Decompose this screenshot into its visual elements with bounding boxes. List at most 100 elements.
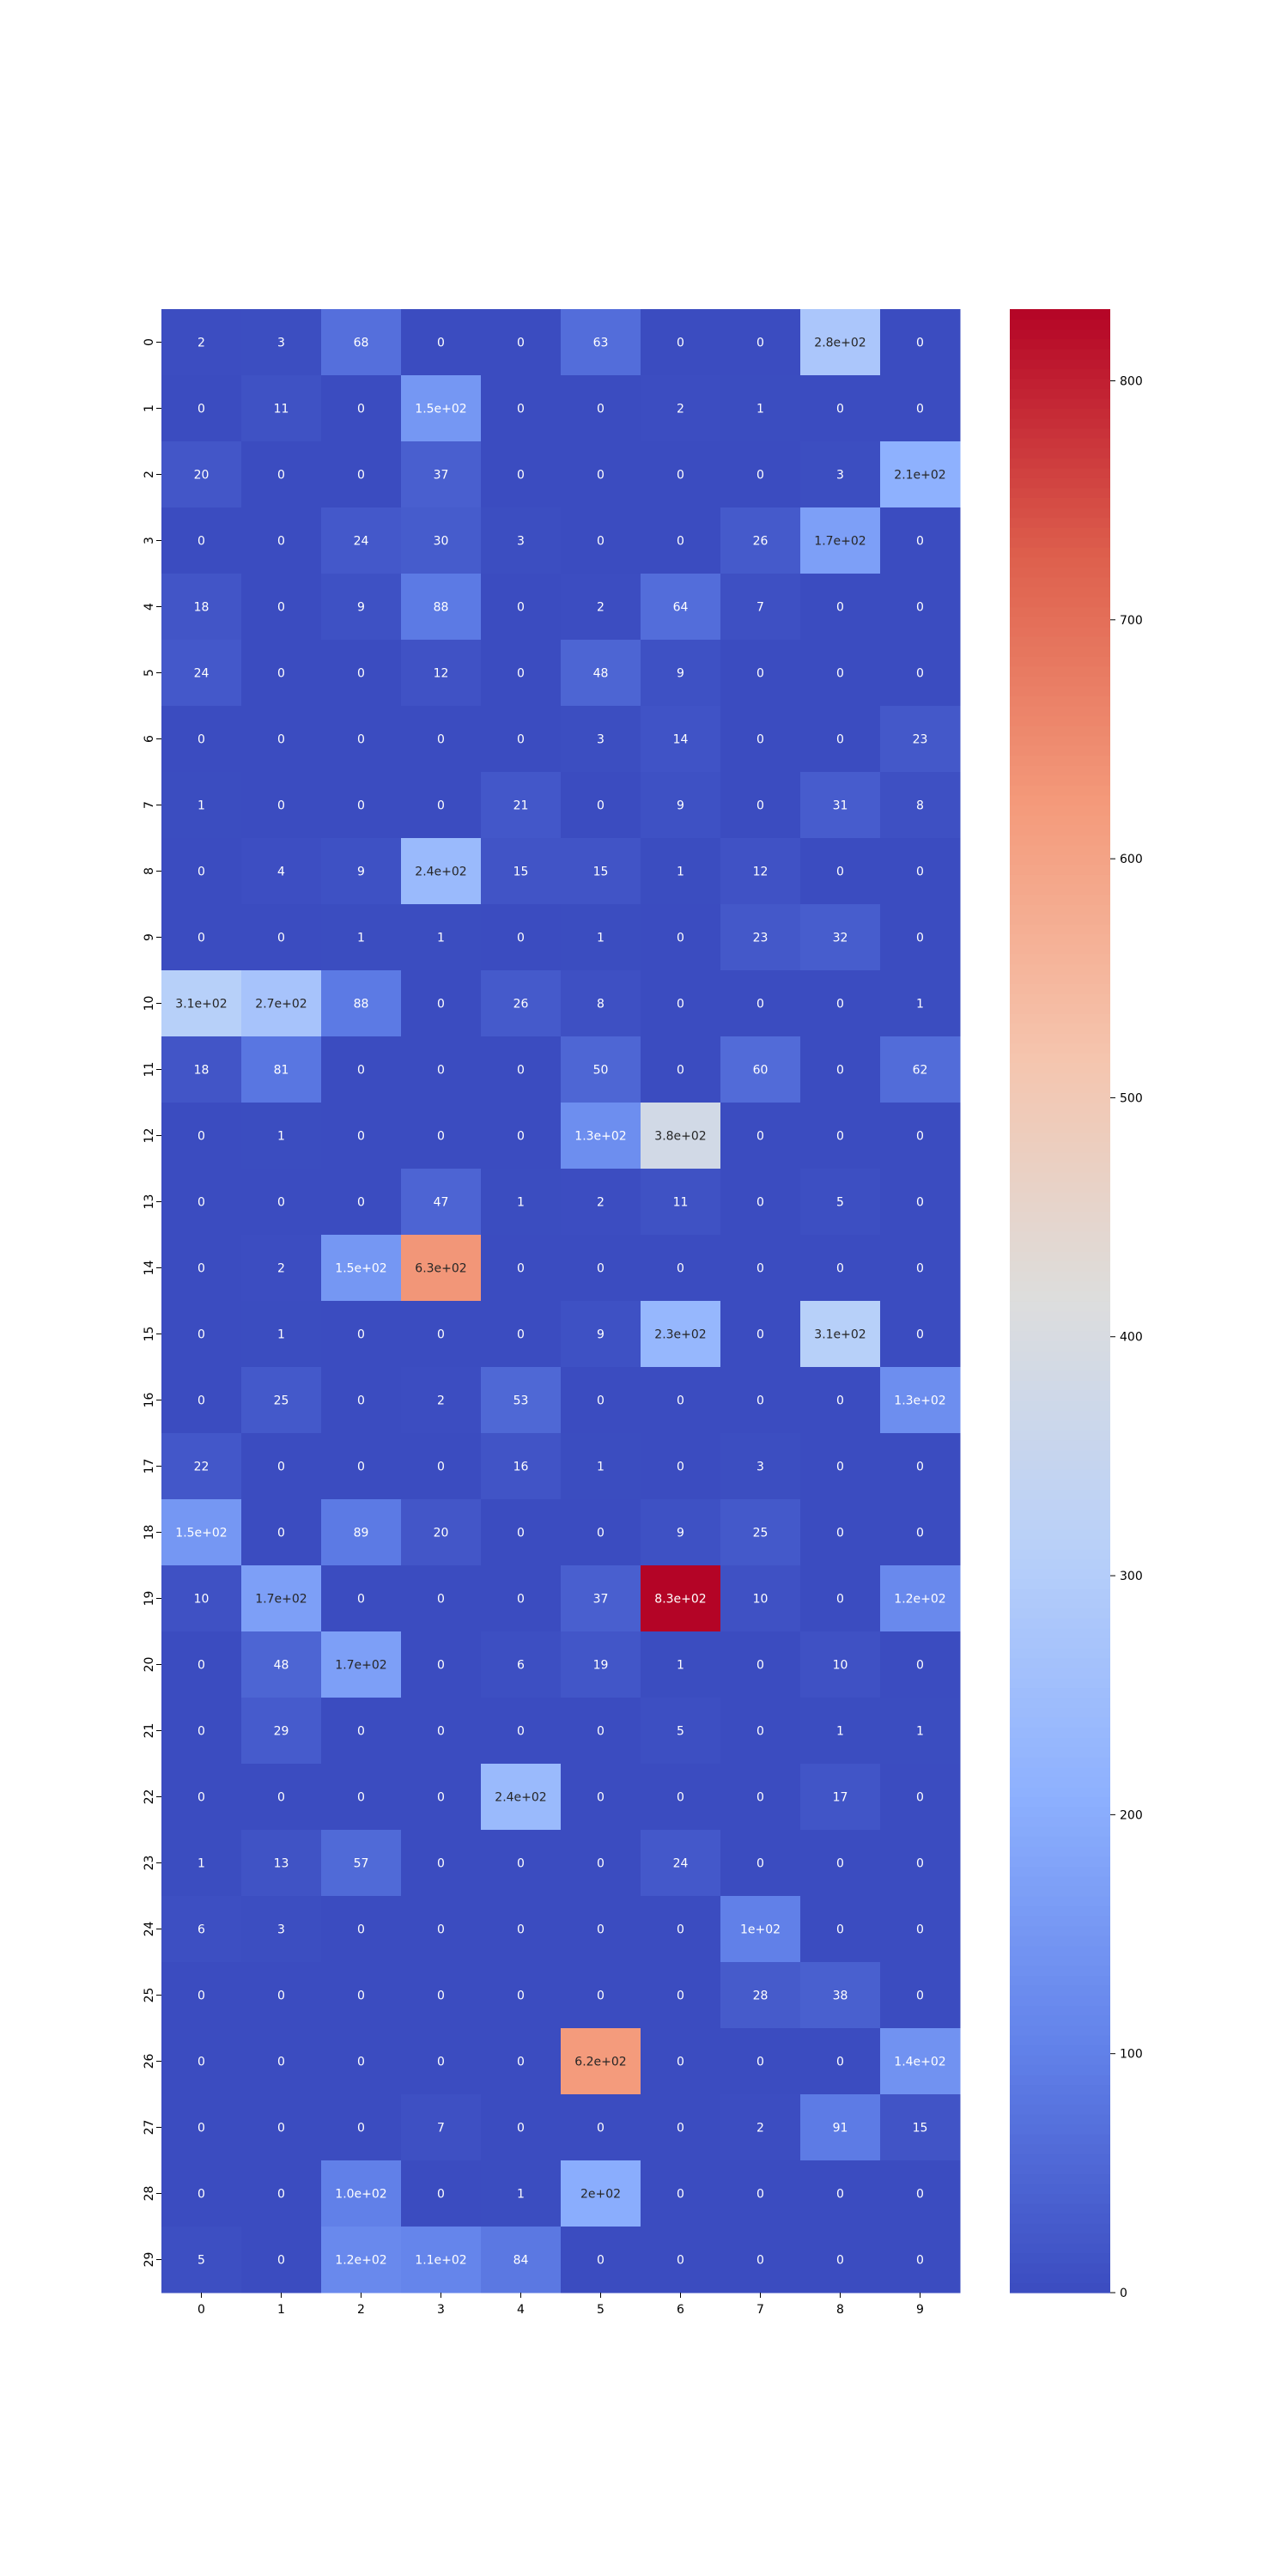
heatmap-cell (401, 1830, 482, 1897)
heatmap-cell (321, 2028, 402, 2095)
cell-annotation: 5 (677, 1725, 684, 1739)
heatmap-cell (241, 1235, 322, 1302)
cell-annotation: 1 (437, 932, 445, 945)
cell-annotation: 1.7e+02 (335, 1659, 386, 1673)
heatmap-cell (241, 1433, 322, 1500)
heatmap-cell (641, 2160, 721, 2227)
colorbar-gradient-segment (1010, 1866, 1110, 1877)
heatmap-cell (561, 904, 641, 971)
colorbar-tick-label: 400 (1120, 1331, 1143, 1345)
cell-annotation: 24 (194, 667, 210, 681)
cell-annotation: 0 (517, 1593, 525, 1607)
colorbar-gradient-segment (1010, 477, 1110, 489)
heatmap-cell (561, 1499, 641, 1566)
colorbar-gradient-segment (1010, 2074, 1110, 2086)
colorbar-gradient-segment (1010, 755, 1110, 766)
heatmap-cell (800, 1169, 881, 1236)
cell-annotation: 1 (756, 403, 764, 416)
cell-annotation: 0 (677, 932, 684, 945)
heatmap-cell (161, 1433, 242, 1500)
cell-annotation: 0 (357, 2122, 365, 2136)
cell-annotation: 0 (437, 1130, 445, 1144)
cell-annotation: 12 (753, 866, 769, 879)
heatmap-cell (161, 574, 242, 641)
cell-annotation: 11 (274, 403, 289, 416)
heatmap-cell (161, 1301, 242, 1368)
heatmap-cell (241, 1499, 322, 1566)
colorbar-gradient-segment (1010, 408, 1110, 419)
cell-annotation: 47 (434, 1196, 449, 1210)
colorbar-gradient-segment (1010, 1231, 1110, 1242)
cell-annotation: 0 (437, 2188, 445, 2202)
colorbar-gradient-segment (1010, 1975, 1110, 1986)
cell-annotation: 13 (274, 1857, 289, 1871)
colorbar-gradient-segment (1010, 924, 1110, 935)
cell-annotation: 0 (756, 799, 764, 813)
y-tick-label: 8 (143, 867, 156, 875)
heatmap-cell (641, 772, 721, 839)
y-tick-label: 26 (143, 2054, 156, 2069)
y-tick-label: 1 (143, 404, 156, 412)
heatmap-cell (401, 1301, 482, 1368)
heatmap-cell (800, 1962, 881, 2029)
colorbar-gradient-segment (1010, 1053, 1110, 1064)
cell-annotation: 0 (517, 1990, 525, 2003)
heatmap-cell (800, 904, 881, 971)
heatmap-cell (481, 1896, 562, 1963)
colorbar-gradient-segment (1010, 1608, 1110, 1619)
heatmap-cell (481, 2227, 562, 2293)
y-tick-label: 22 (143, 1789, 156, 1805)
heatmap-cell (800, 2028, 881, 2095)
cell-annotation: 0 (597, 1725, 605, 1739)
y-tick-label: 23 (143, 1856, 156, 1871)
x-tick-label: 0 (197, 2303, 205, 2317)
heatmap-cell (880, 1565, 961, 1632)
colorbar-gradient-segment (1010, 735, 1110, 746)
heatmap-cell (321, 838, 402, 905)
colorbar-gradient-segment (1010, 1221, 1110, 1232)
colorbar-gradient-segment (1010, 537, 1110, 548)
heatmap-cell (880, 441, 961, 508)
colorbar-gradient-segment (1010, 1955, 1110, 1966)
y-tick-label: 25 (143, 1988, 156, 2003)
colorbar-gradient-segment (1010, 983, 1110, 994)
cell-annotation: 2.4e+02 (495, 1791, 546, 1805)
cell-annotation: 0 (437, 1990, 445, 2003)
y-tick-label: 17 (143, 1459, 156, 1474)
y-tick-label: 7 (143, 801, 156, 809)
cell-annotation: 0 (437, 1064, 445, 1078)
cell-annotation: 0 (916, 2188, 924, 2202)
heatmap-cell (561, 507, 641, 574)
heatmap-cell (481, 1367, 562, 1434)
heatmap-cell (720, 507, 801, 574)
cell-annotation: 0 (677, 1990, 684, 2003)
heatmap-cell (481, 1169, 562, 1236)
heatmap-cell (641, 1235, 721, 1302)
colorbar-gradient-segment (1010, 1479, 1110, 1491)
y-tick-label: 18 (143, 1525, 156, 1540)
cell-annotation: 0 (756, 998, 764, 1012)
cell-annotation: 0 (836, 1857, 844, 1871)
cell-annotation: 64 (673, 601, 689, 615)
heatmap-cell (800, 1631, 881, 1698)
cell-annotation: 7 (756, 601, 764, 615)
cell-annotation: 0 (357, 469, 365, 483)
colorbar-gradient-segment (1010, 1548, 1110, 1559)
heatmap-cell (641, 2094, 721, 2161)
cell-annotation: 0 (756, 1328, 764, 1342)
heatmap-cell (321, 1962, 402, 2029)
colorbar-gradient-segment (1010, 438, 1110, 449)
heatmap-cell (641, 1962, 721, 2029)
heatmap-cell (720, 904, 801, 971)
colorbar-gradient-segment (1010, 2243, 1110, 2254)
colorbar-gradient-segment (1010, 1886, 1110, 1897)
heatmap-cell (481, 1565, 562, 1632)
colorbar-gradient-segment (1010, 685, 1110, 697)
heatmap-cell (641, 1698, 721, 1765)
colorbar-gradient-segment (1010, 884, 1110, 896)
colorbar-gradient-segment (1010, 1003, 1110, 1014)
cell-annotation: 0 (756, 337, 764, 350)
cell-annotation: 68 (354, 337, 369, 350)
cell-annotation: 30 (434, 535, 449, 549)
heatmap-cell (880, 706, 961, 773)
